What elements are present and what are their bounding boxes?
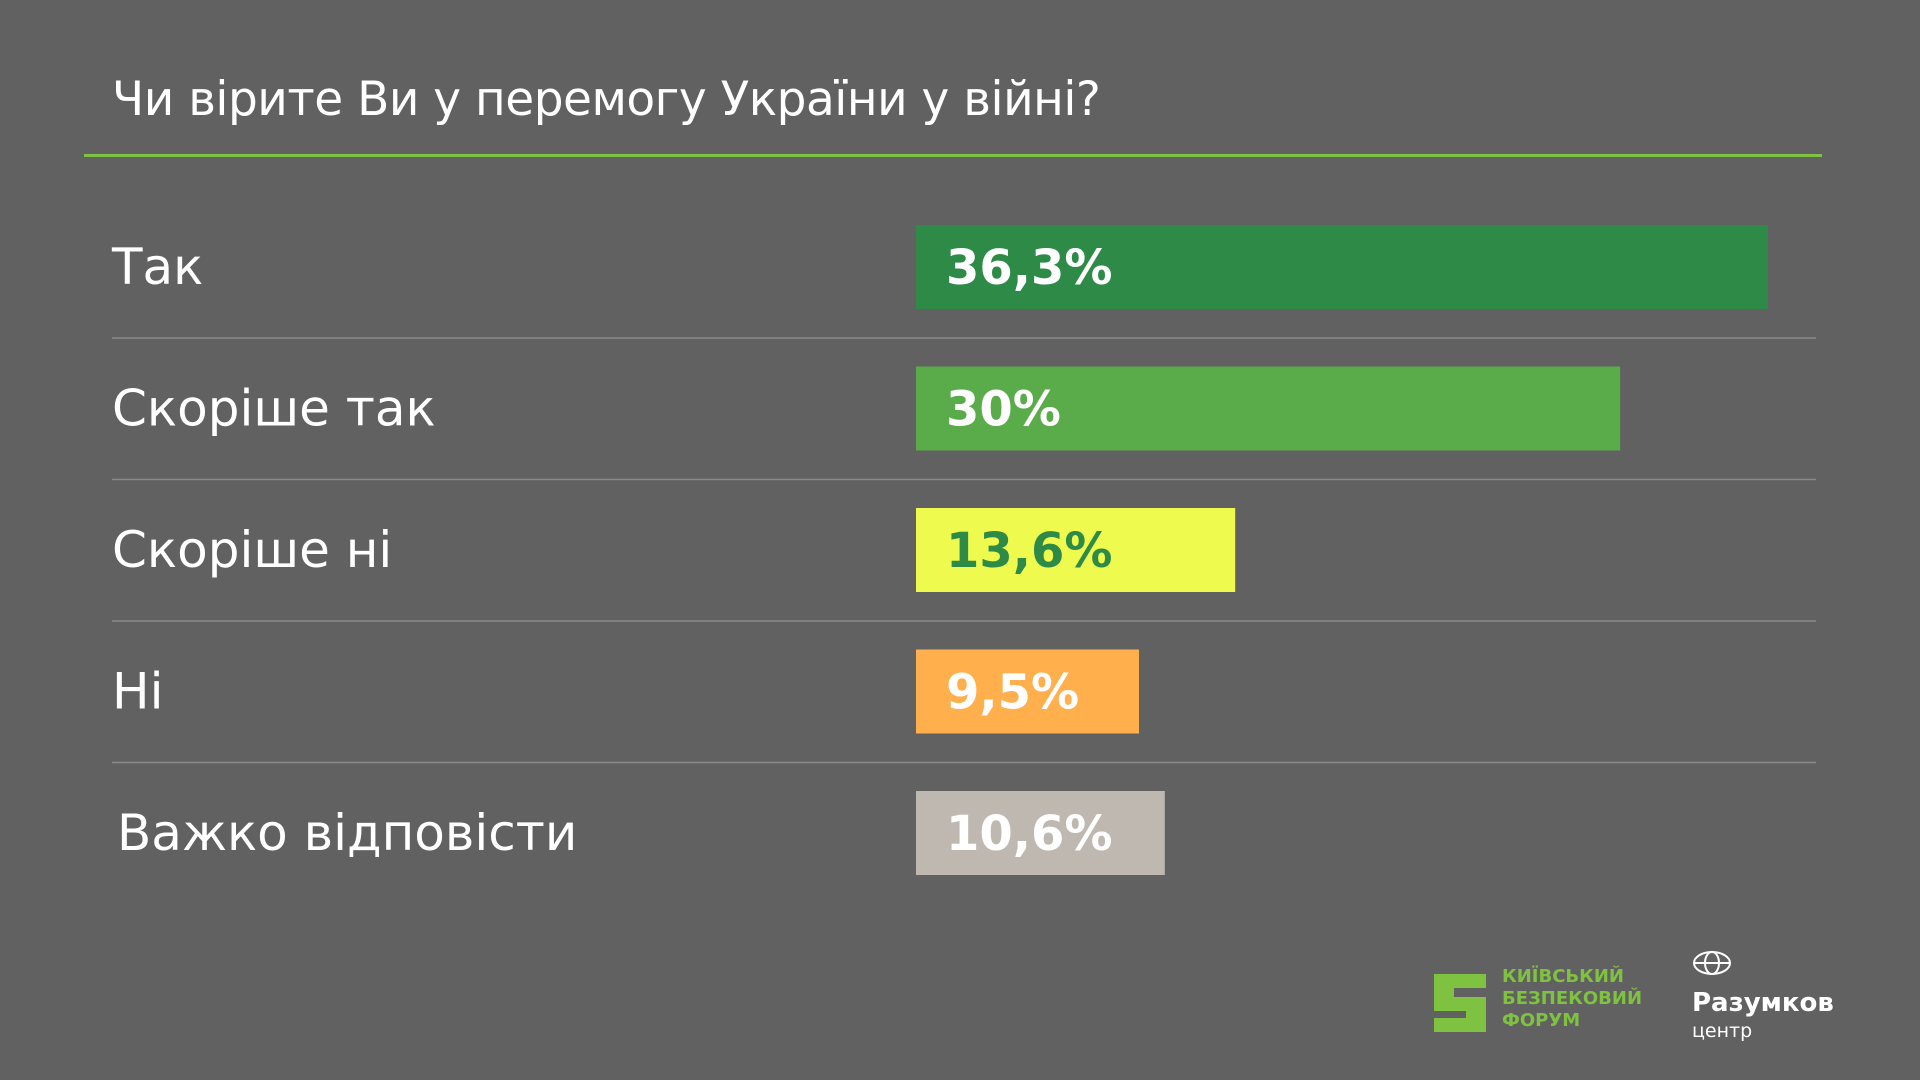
bar [916,649,1139,734]
bar [916,791,1165,875]
bar-value-label: 13,6% [946,523,1113,579]
bar [916,225,1768,309]
bar-value-label: 9,5% [946,665,1079,721]
chart-title: Чи вірите Ви у перемогу України у війні? [112,72,1101,127]
category-label: Скоріше так [112,380,436,438]
category-label: Важко відповісти [117,804,577,862]
razumkov-logo-name: Разумков [1692,988,1834,1018]
bar [916,508,1236,592]
kyiv-security-forum-text: КИЇВСЬКИЙ БЕЗПЕКОВИЙ ФОРУМ [1502,966,1642,1032]
footer-logos: КИЇВСЬКИЙ БЕЗПЕКОВИЙ ФОРУМ Разумков цент… [1428,950,1834,1050]
bar-value-label: 10,6% [946,806,1113,862]
category-label: Так [111,238,203,296]
kbf-line-3: ФОРУМ [1502,1010,1581,1031]
razumkov-logo-subtitle: центр [1692,1020,1753,1042]
kbf-line-2: БЕЗПЕКОВИЙ [1502,988,1643,1009]
bar-value-label: 30% [946,382,1061,438]
kyiv-security-forum-logo [1434,974,1486,1032]
globe-icon [1693,951,1731,975]
bar-value-label: 36,3% [946,240,1113,296]
bar [916,366,1621,451]
kbf-line-1: КИЇВСЬКИЙ [1502,966,1624,987]
title-divider [84,154,1822,157]
category-label: Ні [112,663,164,721]
category-label: Скоріше ні [112,521,392,579]
